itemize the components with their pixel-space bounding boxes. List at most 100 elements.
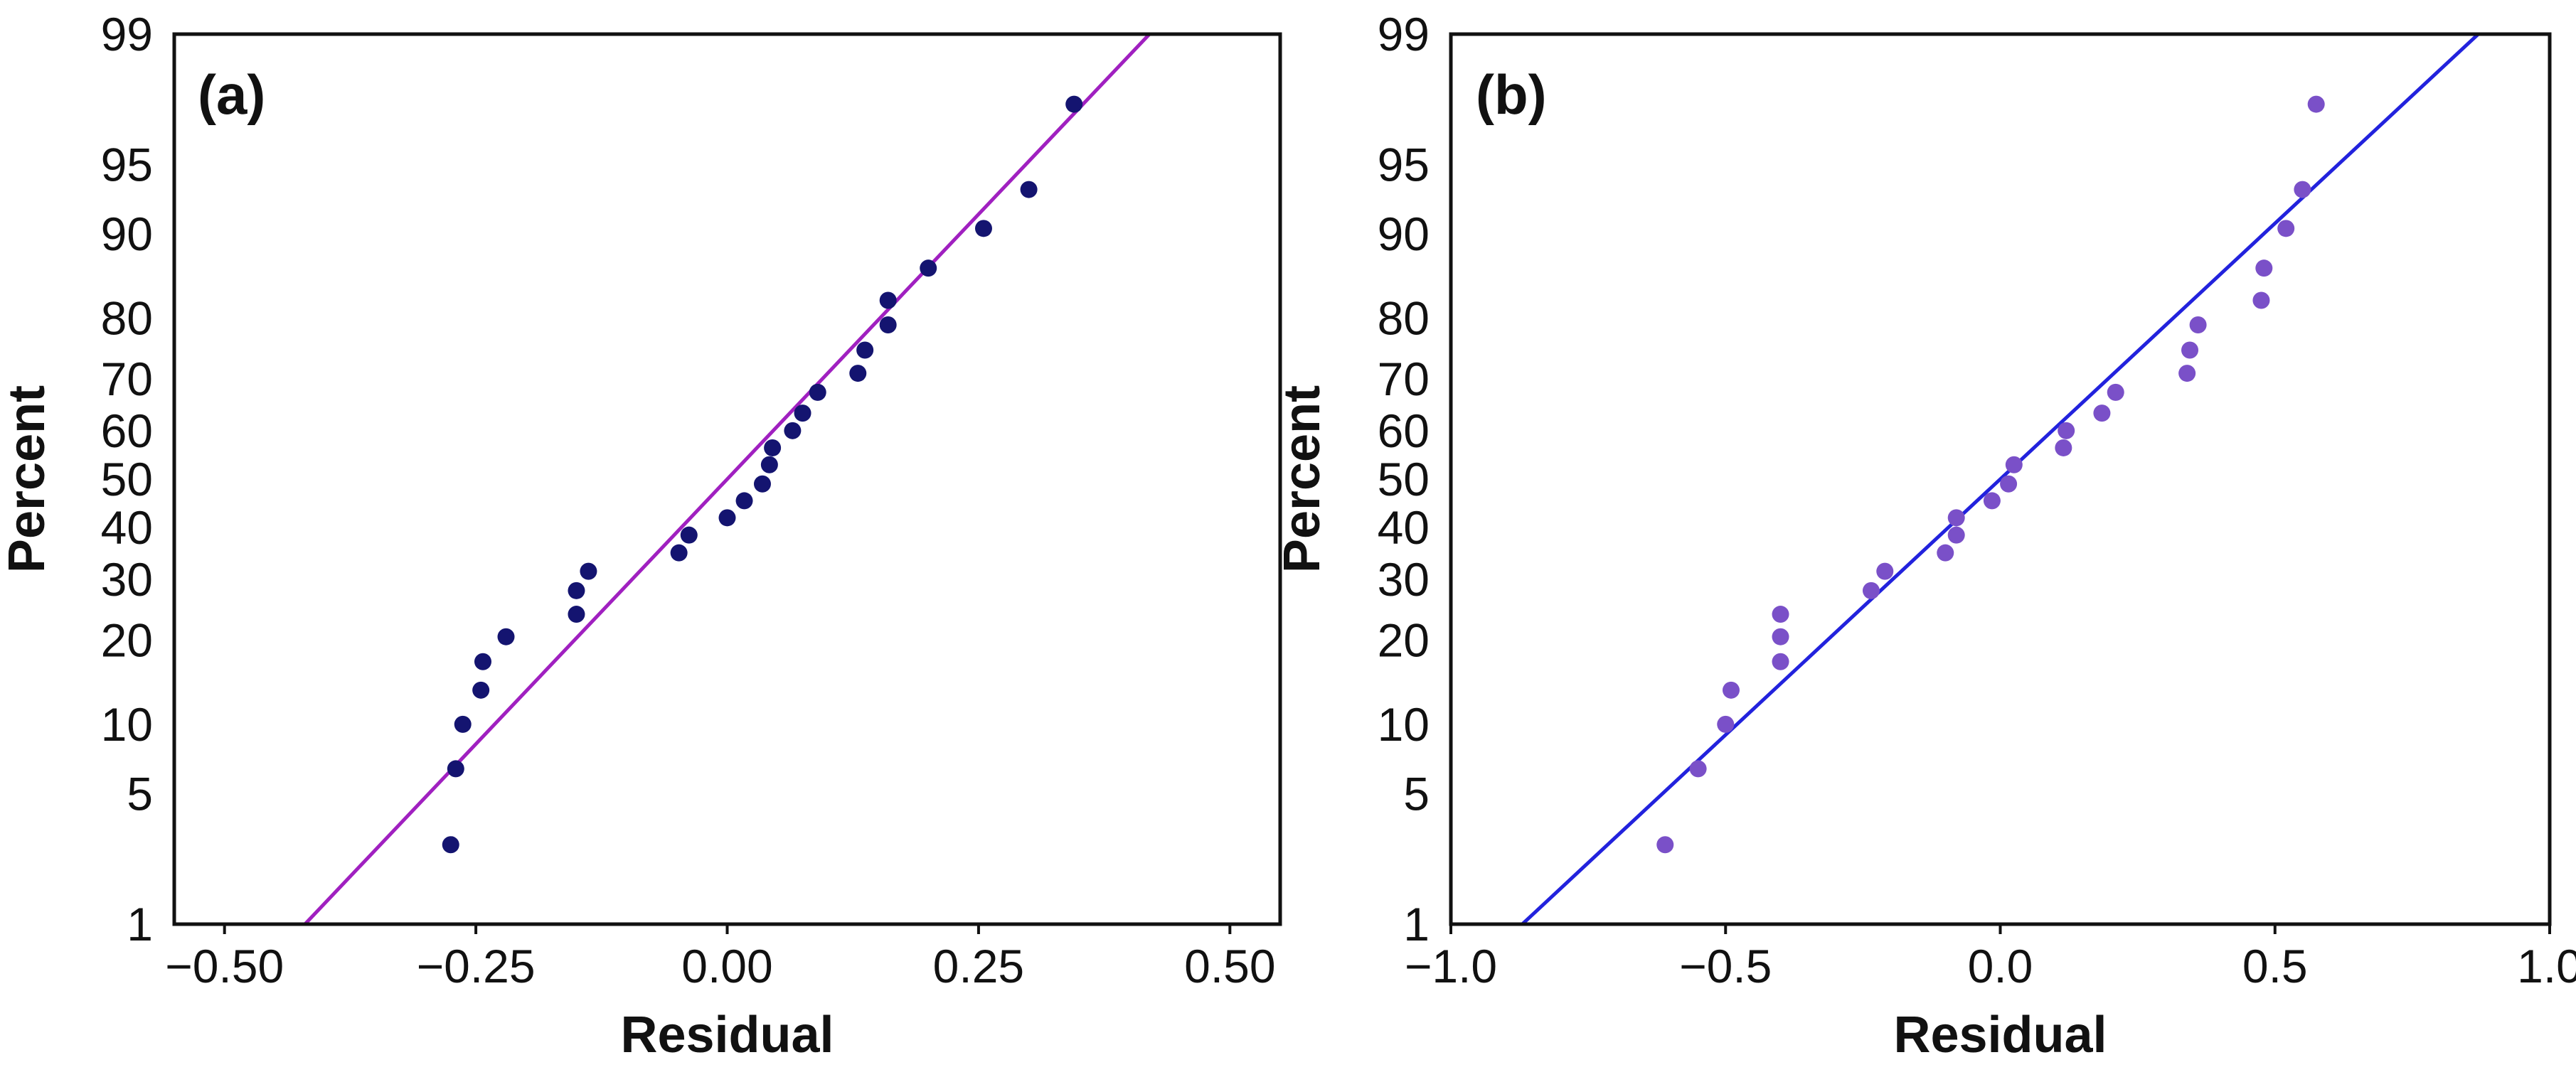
data-point [1983,492,2001,510]
x-tick-label: 1.0 [2517,940,2576,992]
y-tick-label: 70 [101,353,153,405]
y-tick-label: 99 [101,8,153,60]
x-tick-label: 0.00 [681,940,772,992]
y-tick-label: 30 [101,553,153,606]
data-point [442,836,459,854]
x-tick-label: 0.0 [1968,940,2033,992]
data-point [472,681,490,699]
y-tick-label: 99 [1378,8,1430,60]
x-tick-label: −0.5 [1679,940,1772,992]
panel-label: (b) [1476,63,1547,126]
data-point [670,544,688,562]
data-point [2107,383,2124,401]
y-axis-title: Percent [1274,385,1331,573]
y-tick-label: 80 [1378,292,1430,345]
data-point [1947,526,1965,544]
data-point [879,291,897,309]
data-point [497,628,515,645]
data-point [2252,291,2270,309]
y-tick-label: 90 [101,208,153,260]
data-point [2189,316,2207,333]
data-point [849,365,867,382]
data-point [760,456,778,473]
data-point [2000,475,2018,493]
data-point [1065,95,1083,113]
data-point [718,509,736,527]
y-tick-label: 1 [1403,898,1430,950]
data-point [568,582,585,599]
data-point [1772,628,1789,645]
y-tick-label: 50 [101,453,153,505]
data-point [1689,760,1707,778]
data-point [2181,341,2199,359]
data-point [680,526,698,544]
data-point [2005,456,2023,473]
data-point [1717,715,1735,733]
fit-line [303,34,1151,924]
panel-label: (a) [198,63,265,126]
data-point [856,341,874,359]
data-point [2058,422,2075,439]
x-axis-title: Residual [620,1007,834,1063]
x-axis-title: Residual [1893,1007,2107,1063]
data-point [1862,582,1880,599]
data-point [879,316,897,333]
x-tick-label: 0.50 [1184,940,1275,992]
y-tick-label: 95 [1378,138,1430,191]
data-point [794,404,811,422]
x-tick-label: 0.5 [2242,940,2308,992]
data-point [447,760,464,778]
y-tick-label: 10 [1378,698,1430,751]
x-tick-label: −0.25 [417,940,536,992]
data-point [1020,181,1038,198]
y-tick-label: 40 [101,501,153,554]
y-tick-label: 10 [101,698,153,751]
y-tick-label: 90 [1378,208,1430,260]
data-point [1772,606,1789,623]
data-point [1947,509,1965,527]
y-tick-label: 50 [1378,453,1430,505]
fit-line [1521,34,2480,924]
data-point [1937,544,1954,562]
y-tick-label: 20 [1378,613,1430,666]
data-point [809,383,826,401]
y-tick-label: 1 [127,898,153,950]
data-point [735,492,753,510]
y-tick-label: 80 [101,292,153,345]
data-point [2277,220,2295,237]
data-point [2255,259,2273,277]
data-point [2178,365,2196,382]
y-tick-label: 20 [101,613,153,666]
y-axis-title: Percent [0,385,55,573]
data-point [1772,653,1789,670]
data-point [2294,181,2311,198]
data-point [1876,562,1894,580]
data-point [2307,95,2325,113]
x-tick-label: 0.25 [933,940,1024,992]
y-tick-label: 95 [101,138,153,191]
y-tick-label: 5 [127,768,153,820]
data-point [974,220,992,237]
y-tick-label: 30 [1378,553,1430,606]
data-point [764,439,782,456]
data-point [568,606,585,623]
y-tick-label: 60 [101,404,153,457]
data-point [784,422,802,439]
data-point [753,475,771,493]
y-tick-label: 70 [1378,353,1430,405]
data-point [920,259,937,277]
data-point [2055,439,2072,456]
data-point [1656,836,1674,854]
y-tick-label: 40 [1378,501,1430,554]
data-point [580,562,597,580]
y-tick-label: 5 [1403,768,1430,820]
data-point [454,715,472,733]
data-point [2093,404,2111,422]
x-tick-label: −1.0 [1405,940,1497,992]
data-point [474,653,491,670]
x-tick-label: −0.50 [165,940,284,992]
